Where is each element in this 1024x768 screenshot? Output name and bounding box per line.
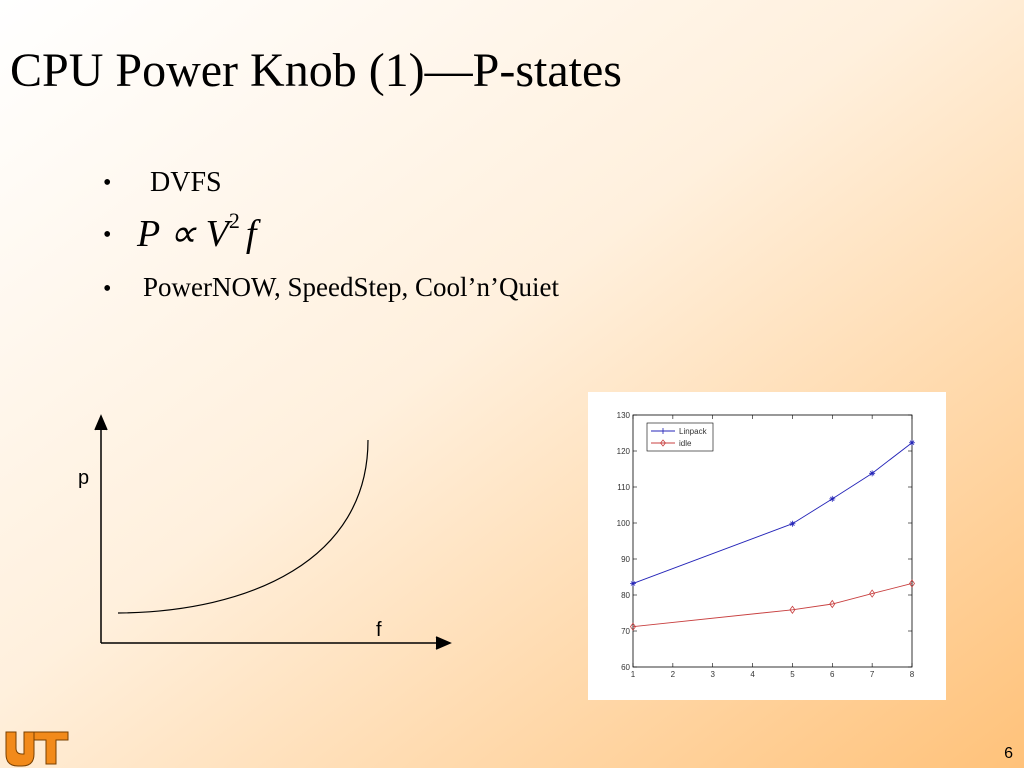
- sketch: [94, 414, 452, 650]
- axis-label: f: [376, 619, 382, 641]
- y-tick-label: 110: [617, 483, 630, 492]
- x-tick-label: 7: [870, 670, 875, 679]
- x-tick-label: 6: [830, 670, 835, 679]
- marker: [909, 579, 915, 588]
- bullet-marker: •: [103, 170, 111, 196]
- x-tick-label: 8: [910, 670, 915, 679]
- y-tick-label: 60: [621, 663, 630, 672]
- marker: [630, 580, 636, 587]
- y-tick-label: 130: [617, 411, 631, 420]
- y-tick-label: 120: [617, 447, 631, 456]
- marker: [869, 589, 876, 598]
- bullet-marker: •: [103, 276, 111, 302]
- axis-label: p: [78, 467, 89, 489]
- formula: P ∝ V2 f: [136, 208, 261, 255]
- x-tick-label: 1: [631, 670, 636, 679]
- marker: [829, 495, 836, 502]
- series-line: [632, 583, 913, 628]
- marker: [909, 439, 915, 446]
- marker: [630, 622, 636, 631]
- y-tick-label: 100: [617, 519, 631, 528]
- slide-title: CPU Power Knob (1)—P-states: [10, 44, 622, 97]
- x-tick-label: 3: [710, 670, 715, 679]
- marker: [789, 605, 796, 614]
- x-tick-label: 4: [750, 670, 755, 679]
- legend-label: Linpack: [679, 427, 708, 436]
- plot-area: [632, 414, 913, 668]
- y-tick-label: 80: [621, 591, 630, 600]
- legend-marker: [660, 428, 666, 434]
- bullet-marker: •: [103, 222, 111, 248]
- x-tick-label: 5: [790, 670, 795, 679]
- marker: [789, 520, 796, 527]
- legend-box: [646, 422, 714, 452]
- marker: [869, 470, 876, 477]
- page-number: 6: [1004, 745, 1013, 762]
- y-tick-label: 90: [621, 555, 630, 564]
- x-tick-label: 2: [671, 670, 676, 679]
- logo: [5, 731, 69, 767]
- bullet-text: DVFS: [150, 167, 222, 198]
- marker: [829, 599, 836, 609]
- legend-marker: [659, 439, 667, 447]
- y-tick-label: 70: [621, 627, 630, 636]
- bullet-text: PowerNOW, SpeedStep, Cool’n’Quiet: [143, 272, 559, 302]
- legend-label: idle: [679, 439, 692, 448]
